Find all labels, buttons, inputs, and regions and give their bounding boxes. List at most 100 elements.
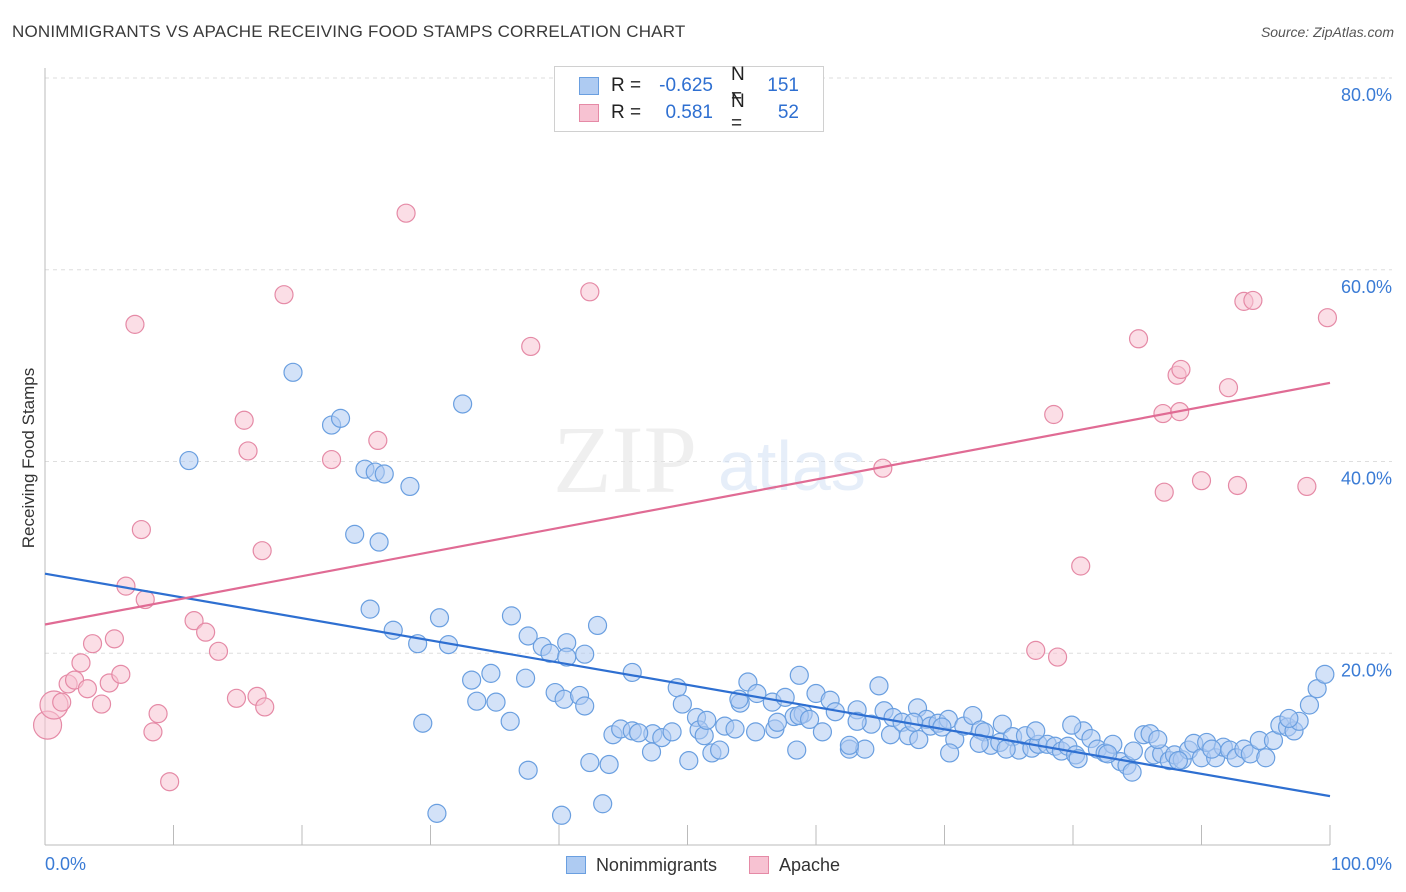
apache-point — [234, 410, 254, 430]
legend-label: Apache — [778, 854, 841, 875]
nonimmigrants-point — [500, 711, 520, 731]
apache-point — [1227, 475, 1248, 496]
legend-item-apache[interactable]: Apache — [748, 854, 841, 876]
apache-point — [1047, 647, 1068, 667]
legend-item-nonimmigrants[interactable]: Nonimmigrants — [565, 855, 717, 876]
nonimmigrants-point — [1123, 741, 1143, 761]
apache-point — [238, 441, 258, 461]
apache-point — [1044, 404, 1064, 425]
nonimmigrants-point — [869, 676, 889, 696]
watermark-zip: ZIP — [553, 406, 697, 513]
nonimmigrants-point — [799, 709, 820, 730]
apache-point — [1171, 359, 1191, 380]
apache-point — [1026, 640, 1046, 660]
apache-point — [104, 629, 124, 649]
series-apache — [32, 203, 1338, 792]
nonimmigrants-point — [1098, 744, 1118, 764]
nonimmigrants-point — [551, 805, 572, 825]
apache-point — [226, 688, 247, 708]
legend-n-value: 151 — [767, 75, 799, 96]
legend-swatch-pink — [579, 104, 599, 122]
nonimmigrants-point — [1256, 748, 1276, 768]
nonimmigrants-point — [515, 668, 536, 688]
x-tick-label: 100.0% — [1331, 854, 1392, 874]
nonimmigrants-point — [383, 620, 403, 640]
gridlines — [45, 77, 1392, 654]
nonimmigrants-point — [481, 663, 501, 683]
x-tick-label: 0.0% — [45, 854, 86, 874]
nonimmigrants-point — [767, 712, 788, 732]
apache-point — [580, 282, 600, 302]
nonimmigrants-point — [710, 740, 730, 760]
y-tick-label: 80.0% — [1341, 85, 1392, 105]
legend-r-value: -0.625 — [659, 75, 713, 96]
apache-point — [396, 203, 416, 223]
nonimmigrants-point — [462, 670, 482, 690]
apache-point — [1218, 378, 1239, 398]
legend-row-apache: R = 0.581 N = 52 — [579, 91, 799, 134]
nonimmigrants-point — [839, 735, 860, 755]
nonimmigrants-point — [345, 524, 365, 544]
apache-point — [71, 653, 91, 673]
apache-point — [160, 772, 180, 792]
series-nonimmigrants — [179, 362, 1335, 825]
nonimmigrants-point — [909, 729, 929, 750]
nonimmigrants-point — [575, 644, 595, 664]
legend-swatch-pink — [748, 856, 769, 874]
nonimmigrants-point — [697, 710, 717, 730]
nonimmigrants-point — [1026, 721, 1046, 741]
apache-point — [143, 722, 163, 742]
apache-point — [1154, 482, 1174, 502]
apache-point — [208, 641, 229, 661]
nonimmigrants-point — [360, 599, 380, 619]
apache-point — [1191, 471, 1212, 491]
apache-point — [255, 697, 275, 717]
nonimmigrants-point — [1299, 695, 1320, 715]
nonimmigrants-point — [662, 722, 682, 742]
legend-n-label: N = — [731, 64, 745, 107]
legend-swatch-blue — [565, 856, 586, 874]
watermark: ZIP atlas — [553, 406, 866, 513]
tick-labels: 20.0% 40.0% 60.0% 80.0% 0.0% 100.0% — [45, 85, 1392, 874]
apache-point — [196, 622, 216, 642]
watermark-atlas: atlas — [718, 427, 866, 505]
apache-point — [131, 519, 151, 540]
apache-point — [125, 314, 145, 334]
nonimmigrants-point — [501, 606, 522, 626]
nonimmigrants-point — [996, 739, 1016, 759]
y-tick-label: 60.0% — [1341, 277, 1392, 297]
nonimmigrants-point — [413, 713, 433, 733]
nonimmigrants-point — [486, 692, 506, 712]
nonimmigrants-point — [940, 743, 960, 763]
nonimmigrants-point — [518, 760, 538, 780]
nonimmigrants-point — [429, 608, 450, 628]
nonimmigrants-point — [453, 394, 473, 414]
source-credit: Source: ZipAtlas.com — [1260, 24, 1394, 40]
nonimmigrants-point — [374, 464, 394, 484]
legend-r-value: 0.581 — [665, 102, 713, 123]
chart-title: NONIMMIGRANTS VS APACHE RECEIVING FOOD S… — [12, 22, 686, 41]
nonimmigrants-point — [1202, 739, 1222, 759]
correlation-legend: R = -0.625 N = 151 R = 0.581 N = 52 — [554, 64, 824, 134]
apache-point — [521, 336, 541, 357]
nonimmigrants-point — [622, 662, 642, 683]
apache-point — [1128, 329, 1149, 349]
nonimmigrants-point — [283, 362, 303, 382]
nonimmigrants-point — [330, 408, 351, 428]
series-legend: Nonimmigrants Apache — [0, 852, 1406, 878]
legend-n-value: 52 — [777, 102, 799, 123]
apache-point — [184, 611, 204, 631]
legend-row-nonimmigrants: R = -0.625 N = 151 — [579, 64, 799, 107]
nonimmigrants-point — [1148, 729, 1168, 750]
apache-point — [1317, 308, 1338, 328]
y-tick-label: 20.0% — [1341, 660, 1392, 680]
nonimmigrants-point — [787, 740, 807, 760]
apache-point — [77, 679, 98, 699]
nonimmigrants-point — [587, 615, 608, 636]
apache-point — [321, 449, 342, 470]
trend-line-apache — [44, 381, 1331, 626]
nonimmigrants-point — [400, 476, 420, 497]
apache-point — [82, 634, 103, 654]
apache-point — [252, 541, 272, 561]
